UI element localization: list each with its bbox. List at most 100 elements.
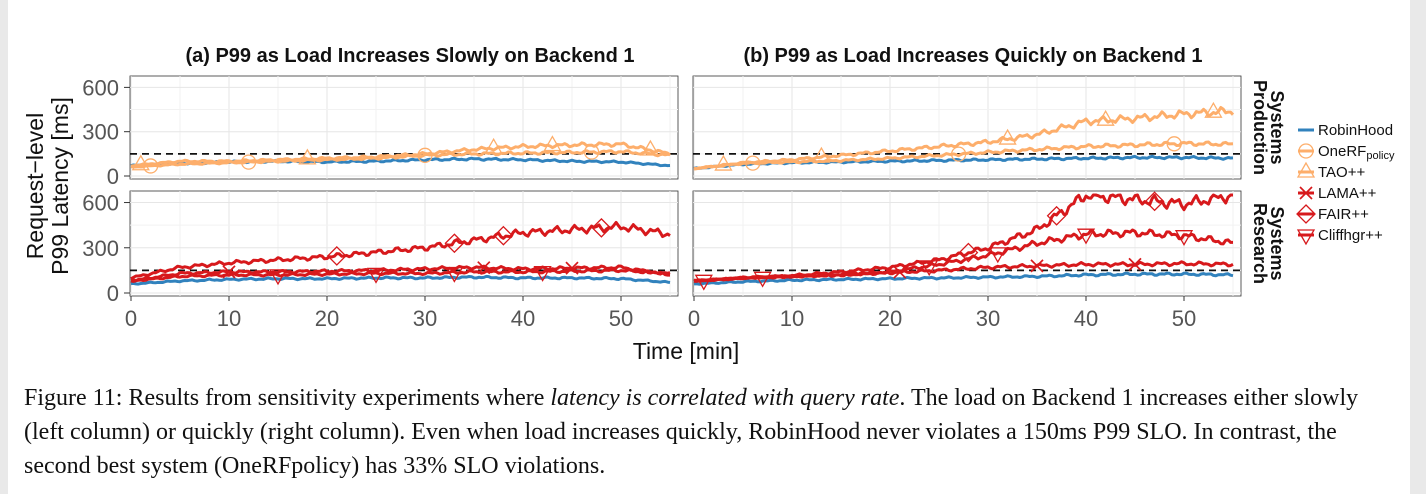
marker-FAIR++	[1144, 191, 1165, 212]
marker-FAIR++	[444, 233, 465, 254]
marker-FAIR++	[493, 225, 514, 246]
y-tick-label: 300	[82, 236, 119, 261]
legend-entry-LAMA++: LAMA++	[1298, 185, 1377, 202]
marker-FAIR++	[1046, 205, 1067, 226]
x-tick-label: 10	[780, 306, 804, 331]
marker-OneRFpolicy	[583, 144, 600, 160]
marker-LAMA++	[1128, 257, 1142, 271]
marker-Cliffhgr++	[533, 265, 552, 282]
x-tick-label: 50	[1172, 306, 1196, 331]
legend-marker	[1299, 186, 1313, 200]
marker-FAIR++	[326, 245, 347, 266]
cross-stroke	[1030, 259, 1044, 273]
marker-Cliffhgr++	[920, 260, 939, 277]
marker-LAMA++	[1030, 259, 1044, 273]
marker-FAIR++	[958, 242, 979, 263]
y-tick-label: 0	[107, 164, 119, 189]
marker-OneRFpolicy	[142, 158, 159, 174]
marker-TAO++	[641, 139, 660, 156]
marker-Cliffhgr++	[988, 247, 1007, 264]
x-tick-label: 40	[511, 306, 535, 331]
panel-3	[692, 190, 1242, 297]
caption-emphasis: latency is correlated with query rate	[550, 385, 900, 411]
marker-TAO++	[543, 135, 562, 152]
panel-0	[129, 75, 679, 180]
marker-OneRFpolicy	[417, 147, 433, 163]
marker-LAMA++	[893, 265, 907, 279]
marker-OneRFpolicy	[745, 155, 761, 171]
legend-marker	[1296, 204, 1316, 224]
marker-Cliffhgr++	[1076, 228, 1096, 245]
x-tick-label: 40	[1074, 306, 1098, 331]
marker-OneRFpolicy	[1166, 136, 1182, 152]
series-line-TAO++	[693, 106, 1235, 171]
caption-lead: Figure 11: Results from sensitivity expe…	[24, 385, 551, 411]
marker-Cliffhgr++	[753, 271, 772, 288]
legend-entry-FAIR++: FAIR++	[1296, 204, 1369, 224]
series-line-OneRFpolicy	[693, 140, 1234, 171]
cross-stroke	[893, 265, 907, 279]
x-tick-label: 0	[688, 306, 700, 331]
legend-label: TAO++	[1318, 164, 1365, 181]
legend-entry-TAO++: TAO++	[1296, 161, 1365, 181]
marker-LAMA++	[222, 265, 236, 279]
panel-2	[129, 190, 679, 297]
row-strip-text: Production	[1250, 80, 1270, 175]
marker-TAO++	[998, 128, 1017, 145]
cross-stroke	[222, 265, 236, 279]
cross-stroke	[477, 261, 491, 275]
row-strip-text: Research	[1250, 203, 1270, 284]
legend-label: FAIR++	[1318, 206, 1369, 223]
cross-stroke	[1128, 257, 1142, 271]
marker-Cliffhgr++	[366, 267, 386, 284]
series-line-Cliffhgr++	[694, 228, 1233, 283]
legend-entry-RobinHood: RobinHood	[1298, 122, 1393, 139]
marker-Cliffhgr++	[445, 266, 464, 283]
series-line-LAMA++	[130, 264, 670, 283]
series-line-RobinHood	[693, 271, 1234, 286]
x-axis-title: Time [min]	[633, 338, 740, 364]
marker-TAO++	[298, 148, 317, 165]
figure-11-chart: (a) P99 as Load Increases Slowly on Back…	[22, 45, 1407, 364]
marker-OneRFpolicy	[950, 146, 967, 162]
legend-box	[1295, 115, 1407, 251]
legend-label-subscript: policy	[1366, 150, 1395, 162]
column-title-1: (b) P99 as Load Increases Quickly on Bac…	[743, 45, 1202, 67]
y-tick-label: 600	[82, 191, 119, 216]
y-axis-title: Request−level P99 Latency [ms]	[22, 97, 73, 275]
legend-marker	[1296, 229, 1316, 246]
marker-TAO++	[1204, 101, 1223, 118]
cross-stroke	[1299, 186, 1313, 200]
cross-stroke	[565, 261, 579, 275]
marker-Cliffhgr++	[694, 274, 713, 291]
marker-TAO++	[131, 154, 150, 171]
x-tick-label: 30	[413, 306, 437, 331]
legend-label: Cliffhgr++	[1318, 227, 1383, 244]
row-strip-text: Systems	[1267, 206, 1287, 280]
y-tick-label: 0	[107, 281, 119, 306]
y-tick-label: 300	[82, 120, 119, 145]
legend-entry-Cliffhgr++: Cliffhgr++	[1296, 227, 1383, 246]
marker-Cliffhgr++	[268, 269, 288, 286]
legend-marker	[1298, 143, 1314, 159]
series-line-FAIR++	[693, 193, 1233, 283]
series-line-TAO++	[130, 141, 671, 168]
x-tick-label: 10	[217, 306, 241, 331]
legend-marker	[1296, 161, 1316, 178]
marker-TAO++	[484, 137, 503, 154]
series-line-FAIR++	[130, 220, 671, 281]
x-tick-label: 50	[609, 306, 633, 331]
row-strip-text: Systems	[1267, 90, 1287, 164]
marker-Cliffhgr++	[1174, 230, 1194, 247]
x-tick-label: 20	[878, 306, 902, 331]
left-edge-bar	[0, 0, 8, 494]
y-axis-title-line: P99 Latency [ms]	[47, 97, 73, 275]
marker-LAMA++	[477, 261, 491, 275]
x-tick-label: 0	[125, 306, 137, 331]
marker-TAO++	[1096, 109, 1115, 126]
marker-TAO++	[714, 154, 733, 171]
series-line-Cliffhgr++	[130, 268, 671, 282]
legend-label: RobinHood	[1318, 122, 1393, 139]
